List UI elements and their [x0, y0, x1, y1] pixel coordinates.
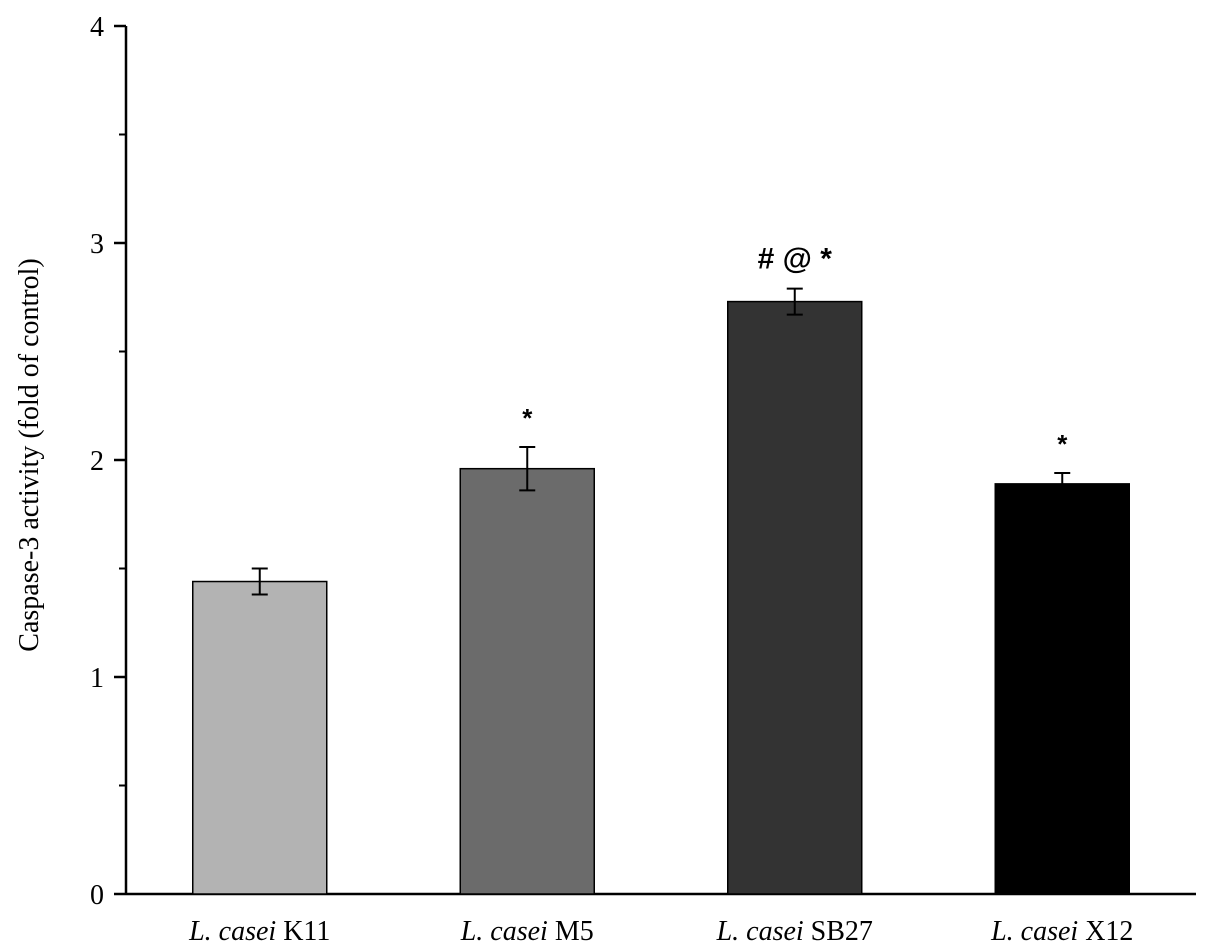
y-tick-label: 3: [90, 229, 104, 260]
error-bars: [251, 287, 1071, 596]
x-tick-label: L. casei M5: [460, 916, 594, 947]
y-ticks: 0 1 2 3 4: [90, 12, 126, 911]
x-tick-label: L. casei K11: [188, 916, 330, 947]
y-tick-label: 1: [90, 663, 104, 694]
bar: [727, 300, 863, 895]
bars: [192, 300, 1130, 895]
annotations: * # @ * *: [522, 243, 1068, 459]
x-tick-labels: L. casei K11 L. casei M5 L. casei SB27 L. c…: [188, 916, 1133, 947]
y-tick-label: 2: [90, 446, 104, 477]
significance-marker: *: [522, 403, 533, 433]
y-tick-label: 0: [90, 880, 104, 911]
bar: [192, 580, 328, 895]
significance-marker: # @ *: [758, 243, 833, 276]
x-tick-label: L. casei X12: [990, 916, 1133, 947]
bar: [994, 483, 1130, 895]
x-tick-label: L. casei SB27: [716, 916, 873, 947]
y-tick-label: 4: [90, 12, 104, 43]
bar: [459, 467, 595, 895]
y-axis-label: Caspase-3 activity (fold of control): [14, 258, 45, 651]
significance-marker: *: [1057, 429, 1068, 459]
